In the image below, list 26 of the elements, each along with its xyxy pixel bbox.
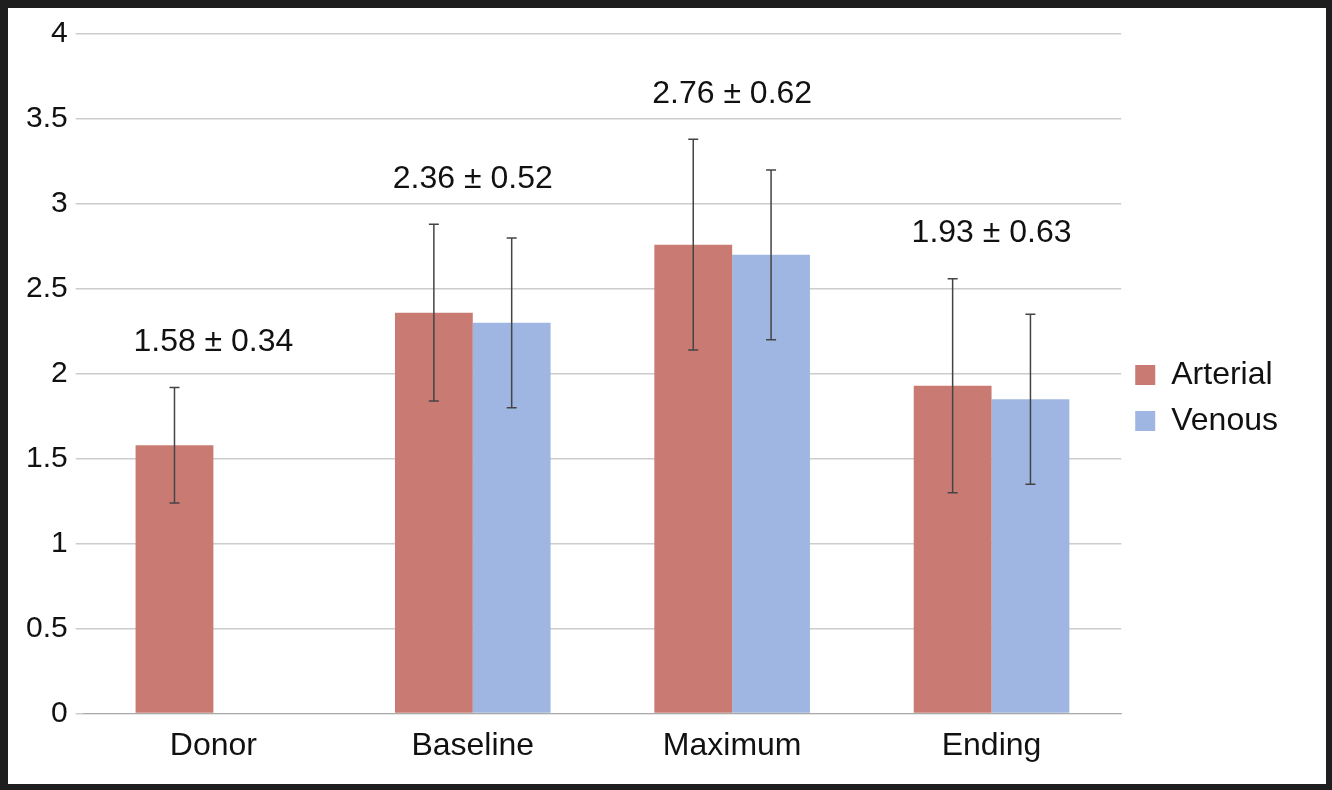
bar <box>654 244 733 713</box>
annotation: 2.36 ± 0.52 <box>392 159 553 196</box>
y-tick-label: 4 <box>51 15 68 49</box>
y-tick-label: 1 <box>51 524 68 558</box>
bar <box>732 254 810 713</box>
bar <box>472 322 551 713</box>
x-tick-label: Donor <box>169 725 258 762</box>
x-tick-label: Baseline <box>411 725 535 762</box>
bar <box>135 445 214 713</box>
x-tick-label: Maximum <box>662 725 802 762</box>
annotation: 1.58 ± 0.34 <box>133 322 294 359</box>
y-tick-label: 0 <box>51 694 68 728</box>
annotation: 2.76 ± 0.62 <box>652 74 813 111</box>
annotation: 1.93 ± 0.63 <box>911 213 1072 250</box>
y-tick-label: 2 <box>51 355 68 389</box>
y-tick-label: 1.5 <box>25 440 68 474</box>
bar <box>394 312 473 713</box>
y-tick-label: 3.5 <box>25 100 68 134</box>
bar <box>913 385 992 713</box>
y-tick-label: 2.5 <box>25 270 68 304</box>
legend-label: Venous <box>1171 400 1278 437</box>
bar <box>991 399 1070 713</box>
x-tick-label: Ending <box>941 725 1042 762</box>
legend-label: Arterial <box>1171 354 1273 391</box>
y-tick-label: 3 <box>51 185 68 219</box>
y-tick-label: 0.5 <box>25 609 68 643</box>
